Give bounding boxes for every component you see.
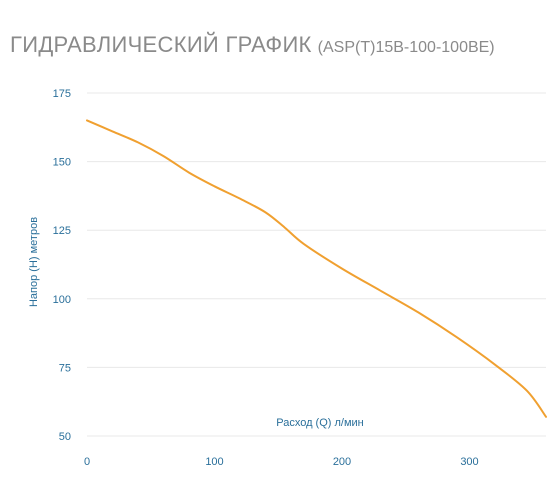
x-tick-label: 300 [460,456,478,468]
y-tick-label: 75 [59,362,71,374]
y-tick-label: 150 [53,157,71,169]
chart-model: (ASP(T)15B-100-100BE) [317,39,495,56]
y-tick-label: 175 [53,88,71,100]
series-layer [86,119,547,418]
page-title: ГИДРАВЛИЧЕСКИЙ ГРАФИК (ASP(T)15B-100-100B… [10,34,495,56]
x-tick-label: 200 [333,456,351,468]
y-tick-label: 100 [53,294,71,306]
y-axis-label: Напор (H) метров [28,217,40,307]
x-axis-label: Расход (Q) л/мин [276,417,364,429]
grid-layer [87,92,546,437]
axis-layer: 50 75 100 125 150 175 0 100 200 300 [53,88,479,468]
pump-curve-line [86,119,547,418]
chart-title: ГИДРАВЛИЧЕСКИЙ ГРАФИК [10,32,312,57]
y-tick-label: 125 [53,225,71,237]
x-tick-label: 0 [84,456,90,468]
x-tick-label: 100 [205,456,223,468]
y-tick-label: 50 [59,431,71,443]
